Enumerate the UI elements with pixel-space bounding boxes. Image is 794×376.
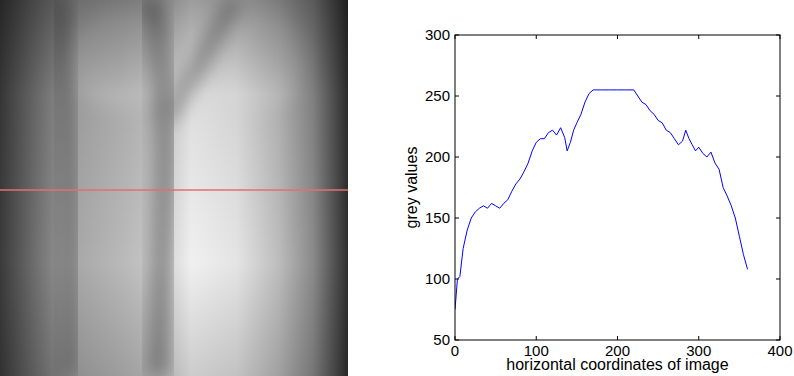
- y-tick-label: 50: [433, 331, 450, 348]
- y-tick: [776, 157, 780, 158]
- x-tick-label: 400: [767, 342, 792, 359]
- y-tick-label: 150: [425, 209, 450, 226]
- y-tick-label: 250: [425, 87, 450, 104]
- x-tick: [536, 35, 537, 39]
- plot-bg: [455, 35, 780, 340]
- data-line: [455, 90, 748, 310]
- y-tick-label: 300: [425, 26, 450, 43]
- photo: [0, 0, 348, 376]
- y-tick-label: 100: [425, 270, 450, 287]
- y-axis-title: grey values: [403, 147, 420, 229]
- y-tick: [776, 279, 780, 280]
- plot-area: [455, 90, 748, 310]
- x-tick: [617, 35, 618, 39]
- x-tick: [617, 336, 618, 340]
- photo-bg: [0, 0, 348, 376]
- y-tick: [455, 96, 459, 97]
- x-tick: [698, 35, 699, 39]
- y-tick: [455, 157, 459, 158]
- y-tick-label: 200: [425, 148, 450, 165]
- plot-frame: [455, 35, 780, 340]
- y-tick: [776, 218, 780, 219]
- x-tick-label: 0: [451, 342, 459, 359]
- x-tick: [536, 336, 537, 340]
- y-tick: [455, 218, 459, 219]
- photo-shade: [0, 0, 348, 376]
- x-axis-title: horizontal coordinates of image: [506, 356, 728, 373]
- x-tick: [698, 336, 699, 340]
- y-tick: [776, 96, 780, 97]
- scan-line: [0, 189, 348, 191]
